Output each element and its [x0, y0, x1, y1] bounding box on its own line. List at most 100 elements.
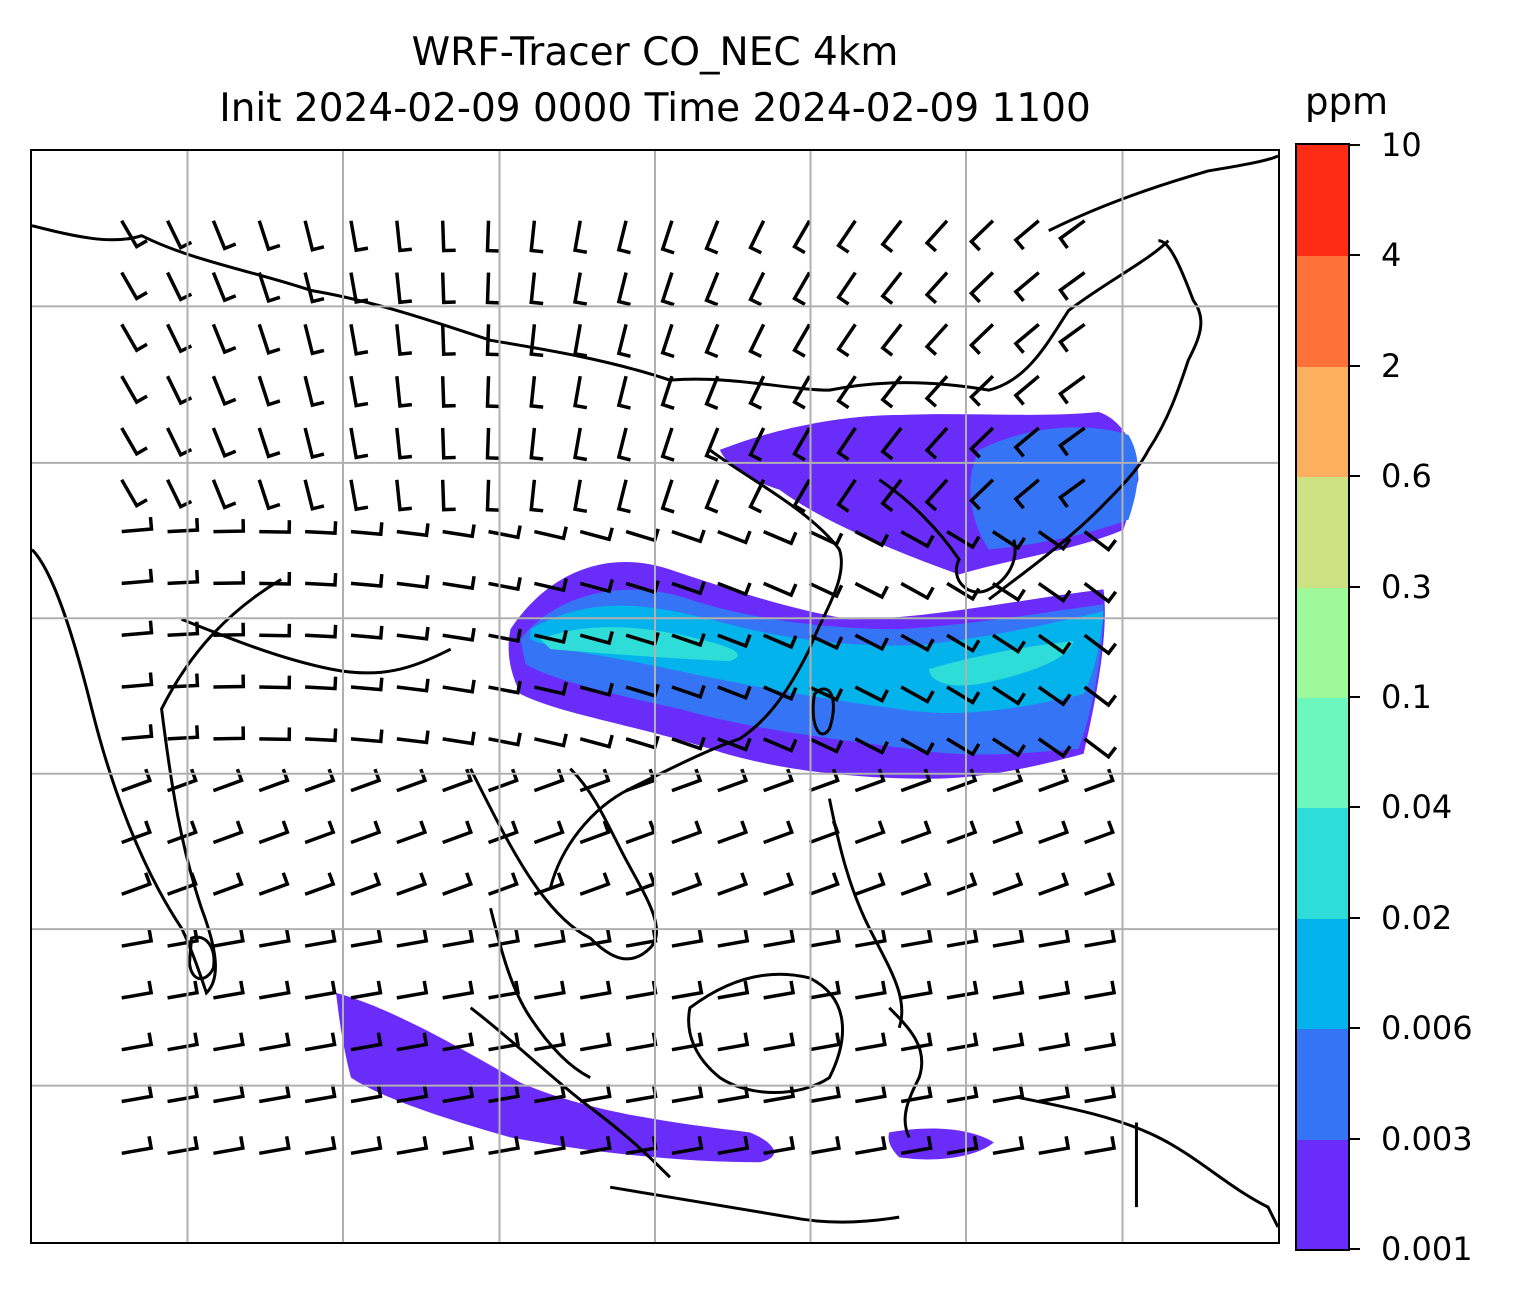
- wind-barb: [946, 1084, 979, 1104]
- wind-barb: [717, 633, 752, 649]
- wind-barb: [121, 724, 154, 741]
- wind-barb: [808, 737, 844, 754]
- wind-barb: [305, 728, 338, 743]
- wind-barb: [485, 376, 500, 409]
- wind-barb: [167, 1032, 200, 1052]
- wind-barb: [968, 271, 995, 304]
- wind-barb: [1084, 768, 1115, 793]
- wind-barb: [350, 1032, 383, 1052]
- wind-barb: [717, 980, 750, 1000]
- chart-title-line-2: Init 2024-02-09 0000 Time 2024-02-09 110…: [219, 86, 1091, 131]
- wind-barb: [350, 573, 384, 588]
- wind-barb: [946, 685, 981, 705]
- wind-barb: [213, 1136, 245, 1156]
- coast-philippines: [827, 798, 904, 1029]
- wind-barb: [396, 768, 428, 793]
- wind-barb: [704, 427, 720, 462]
- wind-barb: [855, 980, 887, 1000]
- wind-barb: [573, 272, 588, 306]
- wind-barb: [121, 672, 154, 689]
- wind-barb: [968, 478, 995, 511]
- wind-barb: [1057, 271, 1086, 301]
- wind-barb: [671, 1136, 704, 1156]
- wind-barb: [671, 820, 703, 845]
- wind-barb: [946, 530, 981, 550]
- wind-barb: [717, 1136, 750, 1156]
- coast-sumatra: [469, 1006, 672, 1179]
- wind-barb: [442, 872, 474, 896]
- wind-barb: [259, 520, 292, 534]
- wind-barb: [717, 768, 749, 793]
- wind-barb: [121, 568, 154, 586]
- wind-barb: [488, 525, 522, 540]
- wind-barb: [808, 530, 844, 547]
- wind-barb: [442, 1084, 475, 1104]
- wind-barb: [305, 624, 338, 639]
- wind-barb: [717, 928, 750, 948]
- wind-barb: [488, 928, 521, 948]
- colorbar-tick-label: 0.1: [1381, 678, 1432, 716]
- wind-barb: [946, 737, 981, 757]
- wind-barb: [763, 928, 796, 948]
- wind-barb: [762, 529, 798, 546]
- wind-barb: [809, 1032, 841, 1052]
- wind-barb: [704, 479, 720, 514]
- wind-barb: [748, 219, 766, 255]
- wind-barb: [213, 570, 246, 586]
- wind-barb: [533, 629, 568, 645]
- wind-barb: [533, 872, 565, 896]
- wind-barb: [671, 684, 706, 699]
- wind-barb: [573, 324, 588, 358]
- coast-china-east: [548, 448, 843, 889]
- wind-barb: [257, 220, 281, 252]
- wind-barb: [120, 478, 148, 509]
- wind-barb: [880, 375, 903, 409]
- wind-barb: [442, 731, 476, 746]
- wind-barb: [671, 928, 704, 948]
- wind-barb: [442, 768, 474, 793]
- wind-barb: [534, 1084, 566, 1104]
- wind-barb: [350, 768, 382, 793]
- wind-barb: [579, 527, 614, 542]
- wind-barb: [395, 220, 413, 253]
- wind-barb: [946, 1136, 979, 1156]
- wind-barb: [440, 479, 456, 512]
- wind-barb: [704, 220, 720, 255]
- wind-barb: [213, 622, 246, 637]
- colorbar-tick-label: 0.001: [1381, 1230, 1473, 1268]
- wind-barb: [1084, 1084, 1117, 1104]
- wind-barb: [529, 427, 544, 461]
- coast-far-east: [1048, 154, 1278, 233]
- wind-barb: [257, 479, 281, 511]
- wind-barb: [748, 375, 766, 410]
- wind-barb: [442, 820, 474, 845]
- wind-barb: [660, 220, 675, 255]
- wind-barb: [991, 633, 1026, 654]
- wind-barb: [212, 872, 244, 896]
- wind-barb: [304, 928, 337, 948]
- wind-barb: [1013, 426, 1040, 458]
- wind-barb: [1084, 1032, 1117, 1052]
- wind-barb: [625, 928, 658, 948]
- wind-barb: [303, 427, 325, 460]
- wind-barb: [660, 375, 675, 410]
- wind-barb: [1038, 768, 1070, 793]
- wind-barb: [1038, 1136, 1071, 1156]
- wind-barb: [968, 323, 995, 355]
- wind-barb: [303, 323, 325, 356]
- colorbar-tick-label: 0.003: [1381, 1119, 1473, 1158]
- tracer-plume: [336, 412, 1139, 1163]
- wind-barb: [900, 581, 935, 601]
- wind-barb: [616, 427, 631, 462]
- wind-barb: [717, 529, 752, 545]
- wind-barb: [488, 1032, 521, 1052]
- wind-barb: [395, 479, 413, 512]
- wind-barb: [121, 1084, 154, 1104]
- wind-barb: [303, 375, 325, 408]
- wind-barb: [748, 427, 766, 462]
- colorbar-tick: [1350, 144, 1360, 146]
- wind-barb: [625, 820, 657, 845]
- colorbar-segment: [1297, 917, 1348, 1030]
- wind-barb: [946, 581, 981, 602]
- colorbar-tick: [1350, 1137, 1360, 1140]
